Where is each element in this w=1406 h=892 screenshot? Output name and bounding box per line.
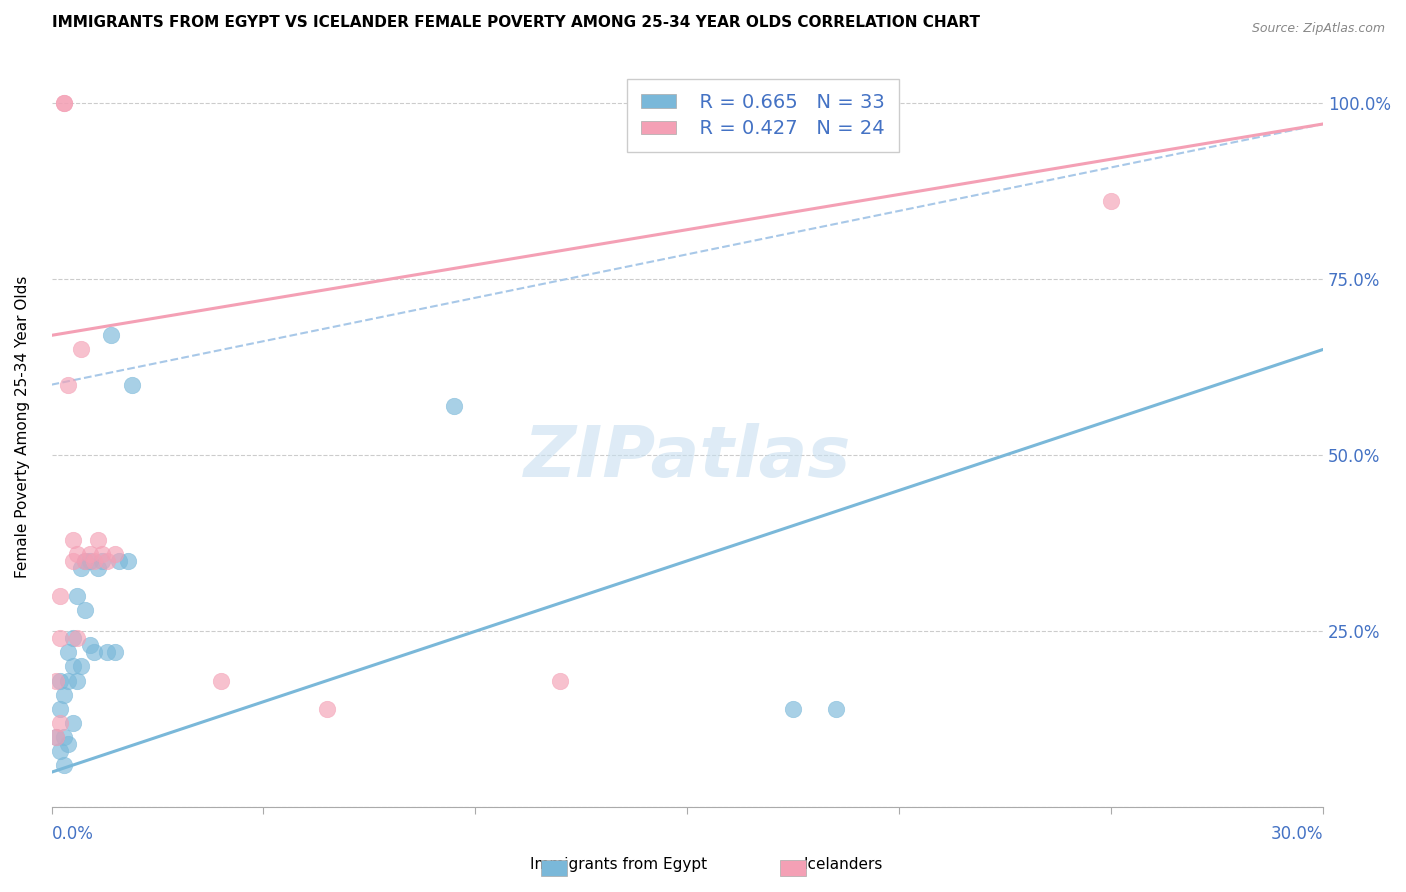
Point (62, 715, 84, 730)
Point (83, 645, 105, 659)
Point (62, 659, 84, 673)
Point (548, 673, 571, 688)
Point (58, 377, 80, 392)
Point (45, 730, 67, 744)
Y-axis label: Female Poverty Among 25-34 Year Olds: Female Poverty Among 25-34 Year Olds (15, 276, 30, 578)
Text: IMMIGRANTS FROM EGYPT VS ICELANDER FEMALE POVERTY AMONG 25-34 YEAR OLDS CORRELAT: IMMIGRANTS FROM EGYPT VS ICELANDER FEMAL… (52, 15, 980, 30)
Point (66, 589, 89, 603)
Point (209, 673, 232, 688)
Point (96, 645, 118, 659)
Point (49, 589, 72, 603)
Point (62, 554, 84, 568)
Point (49, 744, 72, 758)
Point (75, 554, 97, 568)
Point (91, 554, 114, 568)
Point (121, 377, 143, 392)
Point (75, 554, 97, 568)
Point (53, 758, 76, 772)
Point (117, 554, 139, 568)
Point (108, 554, 131, 568)
Point (316, 702, 339, 716)
Point (87, 561, 110, 575)
Point (79, 638, 101, 652)
Legend:   R = 0.665   N = 33,   R = 0.427   N = 24: R = 0.665 N = 33, R = 0.427 N = 24 (627, 79, 898, 152)
Point (79, 547, 101, 561)
Text: Source: ZipAtlas.com: Source: ZipAtlas.com (1251, 22, 1385, 36)
Point (70, 343, 93, 357)
Point (62, 632, 84, 646)
Point (782, 702, 804, 716)
Point (70, 659, 93, 673)
Point (104, 645, 127, 659)
Point (53, 95, 76, 110)
Point (53, 95, 76, 110)
Point (49, 632, 72, 646)
Text: Immigrants from Egypt: Immigrants from Egypt (530, 857, 707, 872)
Point (58, 737, 80, 751)
Text: ZIPatlas: ZIPatlas (523, 423, 851, 491)
Point (53, 730, 76, 744)
Point (1099, 194, 1122, 209)
Point (53, 688, 76, 702)
Point (62, 533, 84, 547)
Point (87, 533, 110, 547)
Text: Icelanders: Icelanders (804, 857, 883, 872)
Point (75, 603, 97, 617)
Point (45, 673, 67, 688)
Point (443, 399, 465, 413)
Point (49, 702, 72, 716)
Point (91, 547, 114, 561)
Point (83, 554, 105, 568)
Point (49, 673, 72, 688)
Text: 30.0%: 30.0% (1271, 825, 1323, 843)
Point (66, 632, 89, 646)
Point (824, 702, 846, 716)
Point (96, 554, 118, 568)
Point (100, 328, 122, 343)
Point (45, 730, 67, 744)
Point (70, 561, 93, 575)
Point (66, 547, 89, 561)
Text: 0.0%: 0.0% (52, 825, 93, 843)
Point (58, 673, 80, 688)
Point (49, 715, 72, 730)
Point (58, 645, 80, 659)
Point (79, 554, 101, 568)
Point (104, 547, 127, 561)
Point (66, 673, 89, 688)
